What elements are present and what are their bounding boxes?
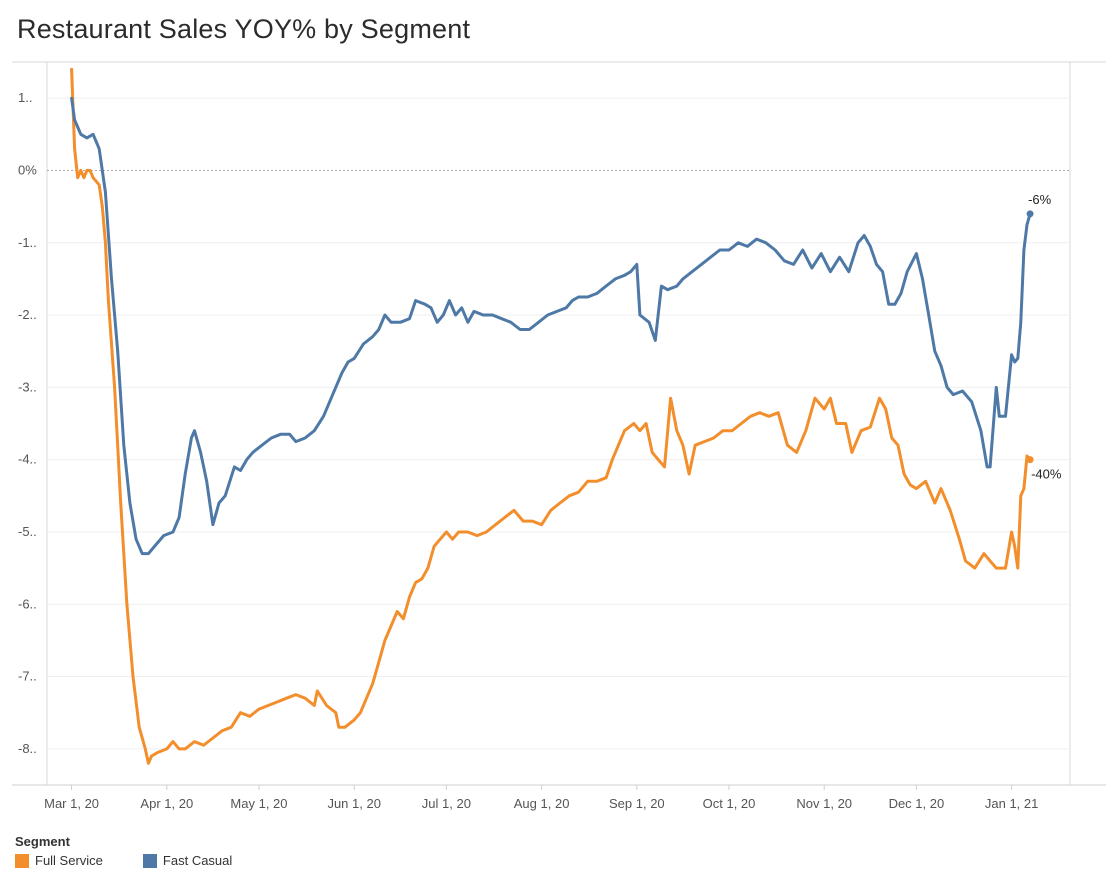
legend-swatch bbox=[15, 853, 29, 868]
series-endpoints: -40% -6% bbox=[1026, 192, 1062, 482]
y-tick-label: -6.. bbox=[18, 596, 37, 611]
x-tick-label: Dec 1, 20 bbox=[889, 796, 945, 811]
end-point-full-service bbox=[1026, 456, 1034, 464]
y-tick-label: -3.. bbox=[18, 379, 37, 394]
end-label-fast-casual: -6% bbox=[1028, 192, 1052, 207]
y-tick-label: 0% bbox=[18, 162, 37, 177]
legend-title: Segment bbox=[15, 834, 70, 849]
x-tick-label: Jun 1, 20 bbox=[327, 796, 381, 811]
gridlines bbox=[12, 61, 1106, 786]
x-tick-label: Oct 1, 20 bbox=[703, 796, 756, 811]
series-line-fast-casual bbox=[70, 96, 1032, 556]
x-tick-label: Jan 1, 21 bbox=[985, 796, 1039, 811]
legend-label: Fast Casual bbox=[162, 853, 233, 868]
end-label-full-service: -40% bbox=[1031, 467, 1062, 482]
x-tick-label: May 1, 20 bbox=[230, 796, 287, 811]
y-tick-label: -2.. bbox=[18, 307, 37, 322]
y-tick-label: -7.. bbox=[18, 669, 37, 684]
end-point-fast-casual bbox=[1026, 210, 1034, 218]
legend: Segment Full Service Fast Casual bbox=[15, 834, 232, 868]
x-tick-label: Jul 1, 20 bbox=[422, 796, 471, 811]
x-tick-label: Aug 1, 20 bbox=[514, 796, 570, 811]
x-tick-label: Nov 1, 20 bbox=[796, 796, 852, 811]
x-axis: Mar 1, 20 Apr 1, 20 May 1, 20 Jun 1, 20 Jul … bbox=[44, 785, 1038, 811]
y-tick-label: 1.. bbox=[18, 90, 32, 105]
legend-label: Full Service bbox=[35, 853, 103, 868]
x-tick-label: Apr 1, 20 bbox=[140, 796, 193, 811]
chart-title: Restaurant Sales YOY% by Segment bbox=[17, 14, 471, 44]
x-tick-label: Mar 1, 20 bbox=[44, 796, 99, 811]
series-lines bbox=[70, 67, 1032, 765]
line-chart: 1.. 0% -1.. -2.. -3.. -4.. -5.. -6.. -7.. -8.. Ma… bbox=[12, 61, 1106, 811]
legend-item-fast-casual[interactable]: Fast Casual bbox=[142, 853, 233, 868]
legend-item-full-service[interactable]: Full Service bbox=[15, 853, 103, 868]
y-tick-label: -4.. bbox=[18, 452, 37, 467]
legend-swatch bbox=[142, 853, 157, 868]
y-tick-label: -5.. bbox=[18, 524, 37, 539]
legend-items: Full Service Fast Casual bbox=[15, 853, 232, 868]
series-line-full-service bbox=[70, 67, 1032, 765]
y-axis: 1.. 0% -1.. -2.. -3.. -4.. -5.. -6.. -7.. -8.. bbox=[18, 90, 37, 756]
y-tick-label: -1.. bbox=[18, 235, 37, 250]
y-tick-label: -8.. bbox=[18, 741, 37, 756]
x-tick-label: Sep 1, 20 bbox=[609, 796, 665, 811]
